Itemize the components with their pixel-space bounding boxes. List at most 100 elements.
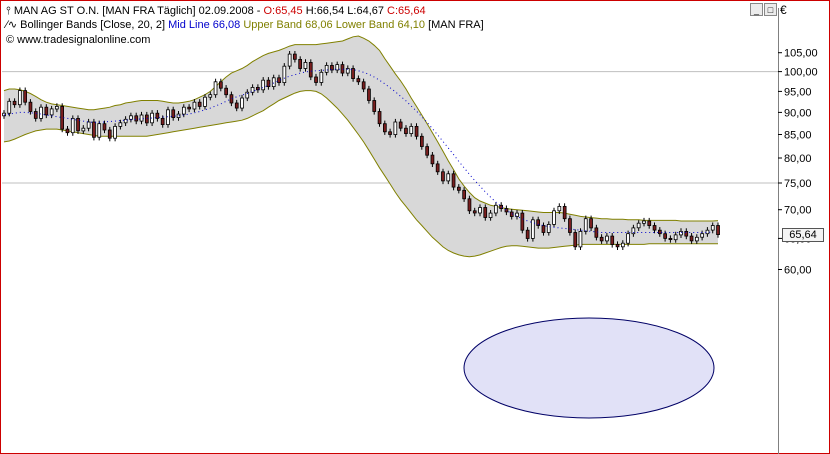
candle	[710, 222, 715, 234]
candle-body-up	[70, 118, 75, 134]
ohlc-low: L:64,67	[347, 5, 384, 17]
candle	[705, 227, 710, 237]
candle	[652, 222, 657, 234]
candle	[435, 160, 440, 175]
candle	[55, 103, 59, 113]
candle-body-down	[330, 65, 334, 71]
candle	[515, 210, 519, 220]
candle	[361, 78, 366, 93]
candle	[509, 208, 514, 220]
candle	[573, 229, 578, 250]
candle	[441, 168, 445, 185]
candle	[213, 78, 218, 98]
candle-body-down	[435, 163, 440, 173]
candle-body-down	[398, 121, 403, 129]
candle-body-up	[271, 77, 276, 88]
candle-body-down	[425, 146, 430, 156]
candle-body-down	[520, 212, 525, 231]
band-fill	[4, 36, 718, 257]
candle-body-down	[541, 225, 546, 233]
upper-band-value: Upper Band 68,06	[243, 19, 333, 31]
bollinger-band	[3, 35, 719, 258]
candle	[113, 123, 117, 142]
indicator-header: ∕∿ Bollinger Bands [Close, 20, 2] Mid Li…	[6, 19, 484, 32]
candle-body-down	[367, 88, 371, 101]
candle-body-down	[504, 208, 509, 213]
candle	[695, 234, 699, 244]
candle-body-up	[113, 126, 117, 139]
candle-body-down	[292, 53, 297, 60]
candle	[631, 224, 636, 237]
candle	[97, 120, 102, 141]
candle	[488, 210, 493, 221]
candle-body-down	[144, 114, 149, 124]
candle	[92, 118, 96, 141]
candle	[351, 65, 355, 82]
candle	[308, 59, 313, 81]
candle-body-up	[86, 121, 91, 129]
candle	[504, 205, 509, 216]
candle	[319, 69, 324, 86]
candle	[451, 170, 456, 191]
candle	[425, 143, 430, 159]
candle	[17, 87, 22, 108]
candle	[197, 99, 202, 110]
y-tick-label: 70,00	[784, 205, 812, 217]
y-tick-label: 95,00	[784, 86, 812, 98]
candle	[605, 233, 609, 244]
maximize-button[interactable]: □	[764, 3, 777, 16]
candles	[2, 51, 720, 250]
candle-body-down	[377, 111, 382, 125]
candle-body-down	[277, 77, 281, 84]
candle-body-up	[552, 210, 556, 225]
candle-body-down	[647, 220, 652, 226]
candle-body-down	[12, 100, 17, 106]
y-tick-label: 85,00	[784, 130, 812, 142]
candle	[636, 220, 641, 231]
candle-body-up	[345, 68, 350, 74]
candle	[123, 116, 128, 126]
candle-body-down	[573, 232, 578, 248]
candle-body-down	[472, 210, 477, 214]
candle-body-down	[684, 230, 689, 237]
candle	[562, 203, 567, 222]
instrument-title: MAN AG ST O.N. [MAN FRA Täglich] 02.09.2…	[13, 5, 254, 17]
candle-body-down	[160, 118, 165, 126]
candle-body-down	[356, 78, 361, 83]
candle-body-down	[483, 207, 488, 218]
candle-body-down	[668, 237, 673, 240]
candle	[536, 216, 541, 229]
candle	[335, 61, 340, 74]
candle	[23, 87, 28, 106]
minimize-button[interactable]: _	[750, 3, 763, 16]
last-price-label: 65,64	[782, 228, 824, 242]
y-tick-label: 75,00	[784, 178, 812, 190]
ohlc-open: O:65,45	[263, 5, 303, 17]
candle	[12, 98, 17, 108]
candle-body-down	[404, 127, 408, 134]
candle-body-up	[7, 100, 12, 114]
candle	[187, 104, 191, 113]
candle	[139, 111, 144, 125]
candle	[70, 115, 75, 136]
indicator-symbol: [MAN FRA]	[428, 19, 484, 31]
y-tick-label: 90,00	[784, 107, 812, 119]
candle	[203, 94, 207, 110]
upper-band-line	[3, 35, 719, 222]
candle-body-up	[621, 242, 625, 248]
candle-body-down	[76, 118, 80, 132]
candle	[493, 202, 498, 217]
y-tick-label: 80,00	[784, 153, 812, 165]
candle-body-down	[218, 81, 223, 89]
candle	[462, 187, 467, 202]
candle	[679, 228, 683, 238]
candle	[298, 56, 303, 72]
candle-body-down	[308, 62, 313, 78]
candle	[446, 170, 451, 185]
candle	[367, 85, 371, 104]
candle-body-down	[568, 218, 572, 233]
y-tick-label: 105,00	[784, 48, 818, 60]
candle	[393, 118, 398, 138]
candle	[234, 99, 239, 112]
candle-body-up	[531, 219, 535, 239]
